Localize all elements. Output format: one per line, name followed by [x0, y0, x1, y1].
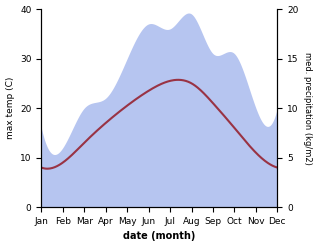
- Y-axis label: max temp (C): max temp (C): [5, 77, 15, 139]
- X-axis label: date (month): date (month): [123, 231, 196, 242]
- Y-axis label: med. precipitation (kg/m2): med. precipitation (kg/m2): [303, 52, 313, 165]
